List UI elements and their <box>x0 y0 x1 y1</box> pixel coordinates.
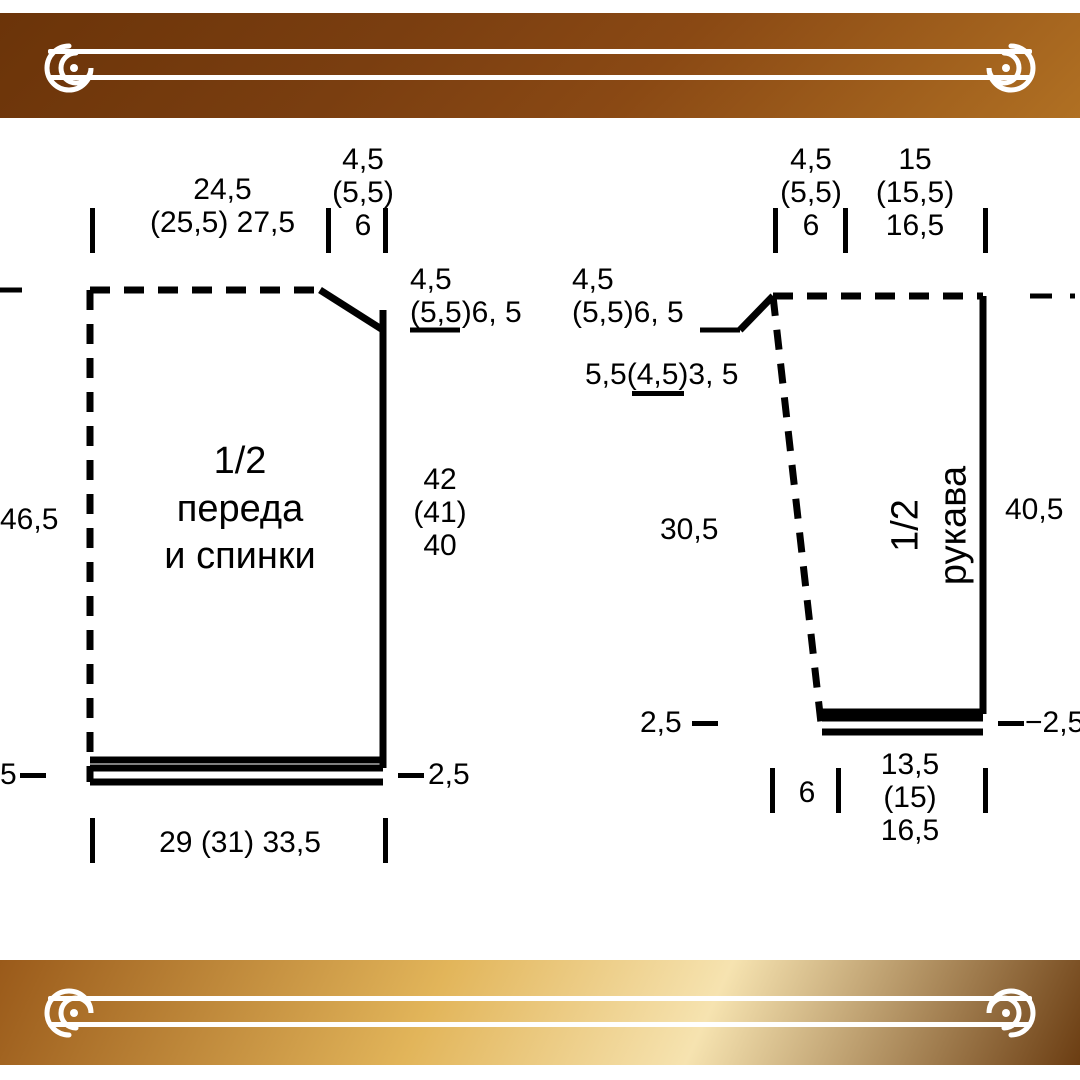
sewing-schematic: 24,5(25,5) 27,5 4,5(5,5)6 4,5(5,5)6, 5 4… <box>0 118 1080 960</box>
sleeve-hem-right: −2,5 <box>1025 706 1080 739</box>
dim-tick <box>998 721 1024 726</box>
body-top-width: 24,5(25,5) 27,5 <box>105 173 340 239</box>
dim-tick <box>398 773 424 778</box>
spiral-icon <box>44 988 94 1038</box>
bottom-decor-band <box>0 960 1080 1065</box>
dim-tick <box>836 768 841 813</box>
sleeve-right-height: 40,5 <box>1005 493 1063 526</box>
sleeve-bottom-width: 13,5(15)16,5 <box>850 748 970 847</box>
sleeve-top-right: 15(15,5)16,5 <box>860 143 970 242</box>
dim-tick <box>20 773 46 778</box>
sleeve-neck-left: 4,5(5,5)6, 5 <box>572 263 684 329</box>
dim-tick <box>692 721 718 726</box>
page-frame: { "canvas": {"w": 1080, "h": 1080, "bg":… <box>0 0 1080 1080</box>
sleeve-title: 1/2рукава <box>883 436 978 616</box>
spiral-icon <box>44 43 94 93</box>
decor-line <box>48 49 1032 54</box>
body-bottom-width: 29 (31) 33,5 <box>95 826 385 859</box>
body-hem-right: 2,5 <box>428 758 470 791</box>
sleeve-cuff-col: 6 <box>782 776 832 809</box>
sleeve-top-left-col: 4,5(5,5)6 <box>775 143 847 242</box>
sleeve-hem-left: 2,5 <box>640 706 682 739</box>
spiral-icon <box>986 43 1036 93</box>
body-title: 1/2передаи спинки <box>110 438 370 581</box>
dim-tick <box>90 208 95 253</box>
dim-tick <box>983 768 988 813</box>
dim-tick <box>770 768 775 813</box>
body-neck-col: 4,5(5,5)6 <box>328 143 398 242</box>
spiral-icon <box>986 988 1036 1038</box>
dim-tick <box>773 208 778 253</box>
decor-line <box>48 996 1032 1001</box>
dim-tick <box>843 208 848 253</box>
body-right-height: 42(41)40 <box>405 463 475 562</box>
sleeve-side-mid: 5,5(4,5)3, 5 <box>585 358 738 391</box>
body-hem-left: 5 <box>0 758 17 791</box>
sleeve-left-height: 30,5 <box>660 513 718 546</box>
body-left-height: 46,5 <box>0 503 58 536</box>
top-decor-band <box>0 13 1080 118</box>
decor-line <box>48 75 1032 80</box>
underline <box>632 391 684 396</box>
body-neck-right: 4,5(5,5)6, 5 <box>410 263 522 329</box>
decor-line <box>48 1022 1032 1027</box>
dim-tick <box>983 208 988 253</box>
